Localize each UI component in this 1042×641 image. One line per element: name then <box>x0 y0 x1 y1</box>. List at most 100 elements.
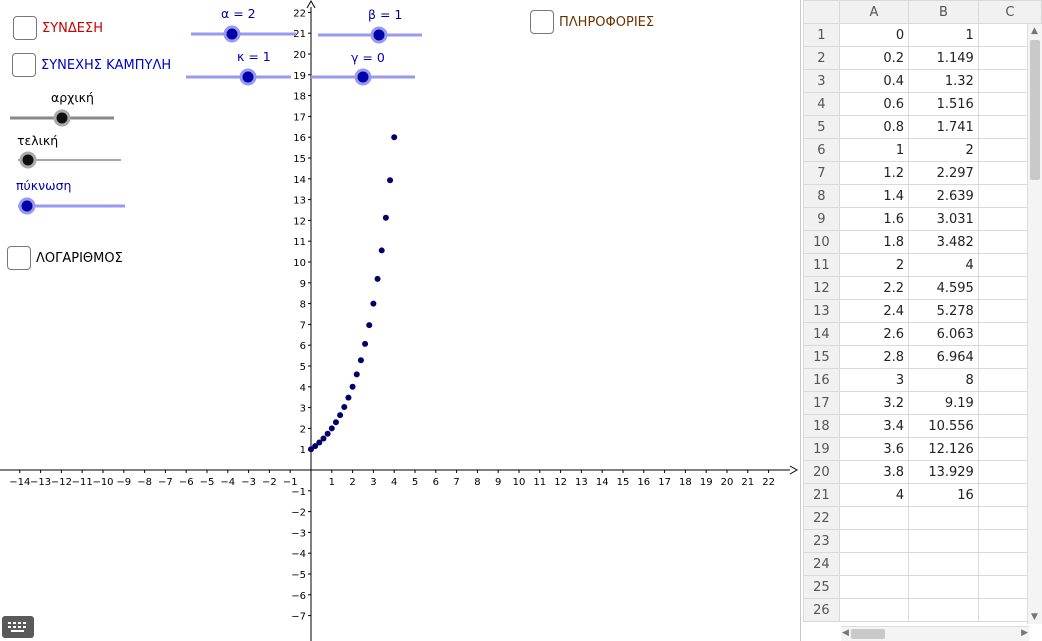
cell-b[interactable]: 10.556 <box>908 414 979 438</box>
row-header[interactable]: 21 <box>803 483 840 507</box>
cell-b[interactable]: 2 <box>908 138 979 162</box>
data-point[interactable] <box>345 394 352 401</box>
cell-a[interactable]: 2.6 <box>838 322 910 346</box>
cell-b[interactable]: 1.741 <box>908 115 979 139</box>
data-point[interactable] <box>370 300 377 307</box>
cell-b[interactable]: 1.149 <box>908 46 979 70</box>
cell-a[interactable]: 1.4 <box>838 184 910 208</box>
cell-b[interactable]: 4 <box>908 253 979 277</box>
cell-b[interactable]: 1.516 <box>908 92 979 116</box>
cell-a[interactable]: 3.2 <box>838 391 910 415</box>
data-point[interactable] <box>357 357 364 364</box>
data-point[interactable] <box>328 425 335 432</box>
row-header[interactable]: 25 <box>803 575 840 599</box>
data-point[interactable] <box>391 134 398 141</box>
data-point[interactable] <box>374 275 381 282</box>
cell-a[interactable]: 1.6 <box>838 207 910 231</box>
cell-a[interactable] <box>838 552 910 576</box>
cell-b[interactable]: 8 <box>908 368 979 392</box>
spreadsheet-view[interactable]: A B C 1 0 1 2 0.2 1.149 3 0.4 1.32 4 0.6 1.516 5 0.8 1… <box>800 0 1042 641</box>
data-point[interactable] <box>308 446 314 453</box>
data-point[interactable] <box>320 435 327 442</box>
cell-b[interactable]: 6.063 <box>908 322 979 346</box>
gamma-slider-handle[interactable] <box>354 68 372 86</box>
data-point[interactable] <box>382 214 389 221</box>
scroll-left-icon[interactable]: ◀ <box>842 628 849 638</box>
scroll-down-icon[interactable]: ▼ <box>1031 612 1038 622</box>
row-header[interactable]: 20 <box>803 460 840 484</box>
row-header[interactable]: 8 <box>803 184 840 208</box>
cell-a[interactable]: 1.2 <box>838 161 910 185</box>
row-header[interactable]: 19 <box>803 437 840 461</box>
row-header[interactable]: 24 <box>803 552 840 576</box>
row-header[interactable]: 4 <box>803 92 840 116</box>
synexis-checkbox-box[interactable] <box>12 53 36 77</box>
keyboard-button[interactable] <box>2 616 34 638</box>
row-header[interactable]: 5 <box>803 115 840 139</box>
cell-b[interactable] <box>908 529 979 553</box>
syndesi-checkbox[interactable]: ΣΥΝΔΕΣΗ <box>13 16 103 40</box>
cell-b[interactable]: 1 <box>908 23 979 47</box>
row-header[interactable]: 10 <box>803 230 840 254</box>
row-header[interactable]: 9 <box>803 207 840 231</box>
row-header[interactable]: 7 <box>803 161 840 185</box>
cell-b[interactable]: 16 <box>908 483 979 507</box>
cell-b[interactable]: 9.19 <box>908 391 979 415</box>
row-header[interactable]: 16 <box>803 368 840 392</box>
row-header[interactable]: 6 <box>803 138 840 162</box>
scroll-up-icon[interactable]: ▲ <box>1031 26 1038 36</box>
graphics-view[interactable]: −14 −13 −12 −11 −10 −9 −8 −7 −6 −5 −4 −3 −2 −1 1 2 3 4 5 6 7… <box>0 0 800 641</box>
graph-canvas[interactable]: −14 −13 −12 −11 −10 −9 −8 −7 −6 −5 −4 −3 −2 −1 1 2 3 4 5 6 7… <box>0 0 800 641</box>
cell-a[interactable]: 3.8 <box>838 460 910 484</box>
vertical-scrollbar[interactable]: ▲ ▼ <box>1027 24 1042 624</box>
cell-b[interactable]: 5.278 <box>908 299 979 323</box>
data-point[interactable] <box>316 439 323 446</box>
row-header[interactable]: 11 <box>803 253 840 277</box>
column-header-b[interactable]: B <box>908 0 979 24</box>
cell-a[interactable] <box>838 529 910 553</box>
cell-b[interactable] <box>908 598 979 622</box>
cell-a[interactable] <box>838 506 910 530</box>
horizontal-scrollbar[interactable]: ◀ ▶ <box>841 626 1029 641</box>
row-header[interactable]: 1 <box>803 23 840 47</box>
cell-a[interactable]: 0.4 <box>838 69 910 93</box>
cell-b[interactable]: 2.297 <box>908 161 979 185</box>
plirofories-checkbox-box[interactable] <box>530 10 554 34</box>
kappa-slider-handle[interactable] <box>239 68 257 86</box>
data-point[interactable] <box>337 412 344 419</box>
cell-b[interactable] <box>908 575 979 599</box>
alpha-slider-handle[interactable] <box>223 25 241 43</box>
cell-b[interactable]: 4.595 <box>908 276 979 300</box>
teliki-slider-handle[interactable] <box>19 151 37 169</box>
cell-b[interactable] <box>908 552 979 576</box>
data-point[interactable] <box>366 322 373 329</box>
cell-b[interactable]: 6.964 <box>908 345 979 369</box>
row-header[interactable]: 14 <box>803 322 840 346</box>
plirofories-checkbox[interactable]: ΠΛΗΡΟΦΟΡΙΕΣ <box>530 10 654 34</box>
row-header[interactable]: 17 <box>803 391 840 415</box>
column-header-a[interactable]: A <box>838 0 910 24</box>
cell-b[interactable] <box>908 506 979 530</box>
data-point[interactable] <box>324 430 331 437</box>
cell-b[interactable]: 13.929 <box>908 460 979 484</box>
cell-a[interactable]: 2.4 <box>838 299 910 323</box>
cell-a[interactable]: 0.6 <box>838 92 910 116</box>
syndesi-checkbox-box[interactable] <box>13 16 37 40</box>
logarithmos-checkbox-box[interactable] <box>7 246 31 270</box>
data-point[interactable] <box>387 177 394 184</box>
spreadsheet-table[interactable]: A B C 1 0 1 2 0.2 1.149 3 0.4 1.32 4 0.6 1.516 5 0.8 1… <box>803 0 1042 622</box>
row-header[interactable]: 26 <box>803 598 840 622</box>
row-header[interactable]: 13 <box>803 299 840 323</box>
data-point[interactable] <box>312 443 319 450</box>
cell-b[interactable]: 3.031 <box>908 207 979 231</box>
data-point[interactable] <box>378 247 385 254</box>
cell-b[interactable]: 3.482 <box>908 230 979 254</box>
cell-a[interactable]: 3.4 <box>838 414 910 438</box>
row-header[interactable]: 18 <box>803 414 840 438</box>
cell-a[interactable]: 2.8 <box>838 345 910 369</box>
cell-a[interactable]: 0.2 <box>838 46 910 70</box>
cell-a[interactable] <box>838 575 910 599</box>
pyknosi-slider-handle[interactable] <box>18 197 36 215</box>
cell-b[interactable]: 12.126 <box>908 437 979 461</box>
row-header[interactable]: 3 <box>803 69 840 93</box>
